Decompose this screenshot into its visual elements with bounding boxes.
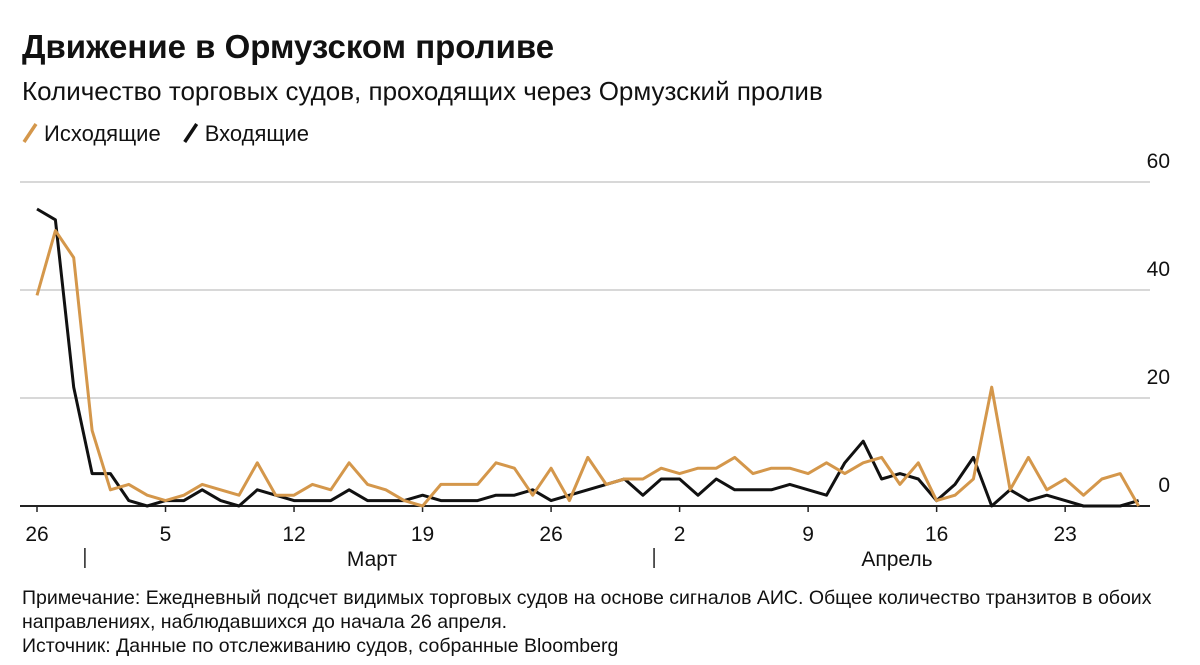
chart-subtitle: Количество торговых судов, проходящих че… (22, 76, 823, 106)
x-tick-label: 23 (1053, 523, 1076, 546)
x-tick-label: 16 (925, 523, 948, 546)
legend-label: Исходящие (44, 121, 161, 146)
source: Источник: Данные по отслеживанию судов, … (22, 635, 619, 657)
x-tick-label: 9 (802, 523, 814, 546)
chart-title: Движение в Ормузском проливе (22, 28, 554, 65)
month-label: Апрель (861, 548, 932, 571)
x-tick-label: 19 (411, 523, 434, 546)
x-tick-label: 12 (282, 523, 305, 546)
series-line (36, 207, 1140, 508)
legend-swatch (183, 123, 199, 143)
x-tick-label: 5 (160, 523, 172, 546)
y-tick-label: 20 (1147, 366, 1170, 389)
series-line (35, 229, 1140, 508)
note: Примечание: Ежедневный подсчет видимых т… (22, 587, 1152, 633)
legend-label: Входящие (205, 121, 309, 146)
y-tick-label: 40 (1147, 258, 1170, 281)
y-tick-label: 0 (1158, 474, 1170, 497)
legend-swatch (22, 123, 38, 143)
x-tick-label: 26 (25, 523, 48, 546)
x-tick-label: 26 (539, 523, 562, 546)
y-tick-label: 60 (1147, 150, 1170, 173)
month-label: Март (347, 548, 398, 571)
x-tick-label: 2 (674, 523, 686, 546)
notes: Примечание: Ежедневный подсчет видимых т… (22, 586, 1172, 658)
